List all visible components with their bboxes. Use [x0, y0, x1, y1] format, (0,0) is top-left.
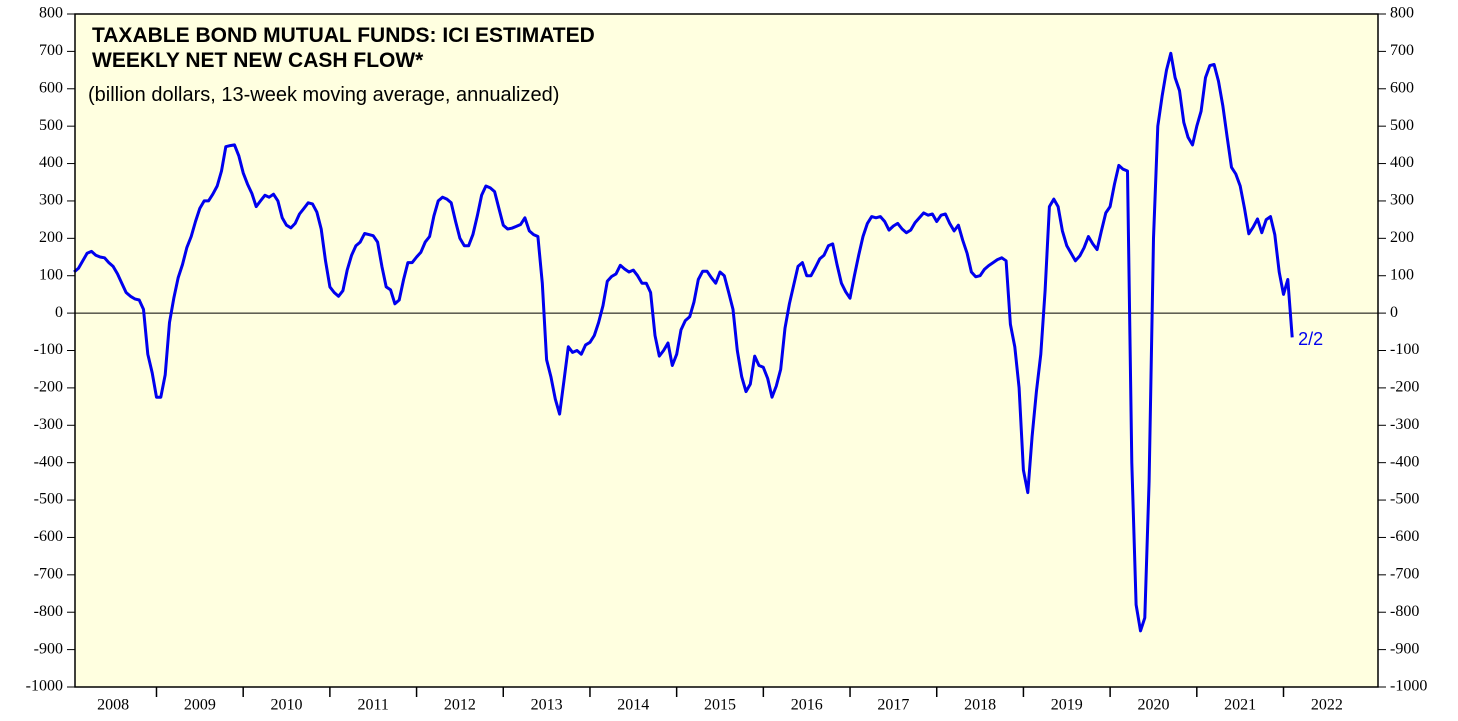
y2-tick-label: 500	[1390, 117, 1414, 134]
y2-tick-label: -1000	[1390, 678, 1427, 695]
x-tick-label: 2012	[444, 697, 476, 714]
y-tick-label: -400	[34, 453, 63, 470]
y-tick-label: -100	[34, 341, 63, 358]
y-tick-label: -900	[34, 640, 63, 657]
x-tick-label: 2021	[1224, 697, 1256, 714]
y2-tick-label: -300	[1390, 416, 1419, 433]
y2-tick-label: 400	[1390, 154, 1414, 171]
y-tick-label: 0	[55, 304, 63, 321]
y2-tick-label: -900	[1390, 640, 1419, 657]
y2-tick-label: 800	[1390, 5, 1414, 22]
y-tick-label: -600	[34, 528, 63, 545]
y2-tick-label: 300	[1390, 192, 1414, 209]
chart-subtitle: (billion dollars, 13-week moving average…	[88, 84, 559, 106]
plot-border	[74, 13, 1379, 688]
y2-tick-label: -600	[1390, 528, 1419, 545]
x-tick-label: 2019	[1051, 697, 1083, 714]
y2-tick-label: -800	[1390, 603, 1419, 620]
y-tick-label: -1000	[26, 678, 63, 695]
chart-title: TAXABLE BOND MUTUAL FUNDS: ICI ESTIMATED	[92, 24, 595, 47]
y2-tick-label: 700	[1390, 42, 1414, 59]
y2-tick-label: -200	[1390, 379, 1419, 396]
annotation: 2/2	[1298, 329, 1323, 349]
plot-area	[75, 14, 1378, 687]
axes: -1000 -1000-900 -900-800 -800-700 -700-600 -6…	[26, 5, 1428, 714]
x-tick-label: 2009	[184, 697, 216, 714]
y2-tick-label: -500	[1390, 491, 1419, 508]
y2-tick-label: -700	[1390, 566, 1419, 583]
y2-tick-label: 600	[1390, 79, 1414, 96]
x-tick-label: 2020	[1137, 697, 1169, 714]
y-tick-label: -500	[34, 491, 63, 508]
x-tick-label: 2008	[97, 697, 129, 714]
y-tick-label: 200	[39, 229, 63, 246]
x-tick-label: 2017	[877, 697, 909, 714]
chart-title: WEEKLY NET NEW CASH FLOW*	[92, 49, 424, 72]
y-tick-label: 700	[39, 42, 63, 59]
x-tick-label: 2022	[1311, 697, 1343, 714]
x-tick-label: 2015	[704, 697, 736, 714]
y-tick-label: -300	[34, 416, 63, 433]
y2-tick-label: 200	[1390, 229, 1414, 246]
y-tick-label: 100	[39, 266, 63, 283]
y2-tick-label: 0	[1390, 304, 1398, 321]
y-tick-label: -700	[34, 566, 63, 583]
series: 2/2	[73, 51, 1323, 633]
line	[73, 51, 1294, 633]
y2-tick-label: -100	[1390, 341, 1419, 358]
y-tick-label: 400	[39, 154, 63, 171]
x-tick-label: 2014	[617, 697, 649, 714]
y-tick-label: -200	[34, 379, 63, 396]
x-tick-label: 2018	[964, 697, 996, 714]
x-tick-label: 2011	[358, 697, 389, 714]
y-tick-label: 500	[39, 117, 63, 134]
y-tick-label: 300	[39, 192, 63, 209]
x-tick-label: 2010	[271, 697, 303, 714]
x-tick-label: 2016	[791, 697, 823, 714]
y2-tick-label: -400	[1390, 453, 1419, 470]
y-tick-label: 800	[39, 5, 63, 22]
x-tick-label: 2013	[531, 697, 563, 714]
y-tick-label: 600	[39, 79, 63, 96]
y2-tick-label: 100	[1390, 266, 1414, 283]
y-tick-label: -800	[34, 603, 63, 620]
